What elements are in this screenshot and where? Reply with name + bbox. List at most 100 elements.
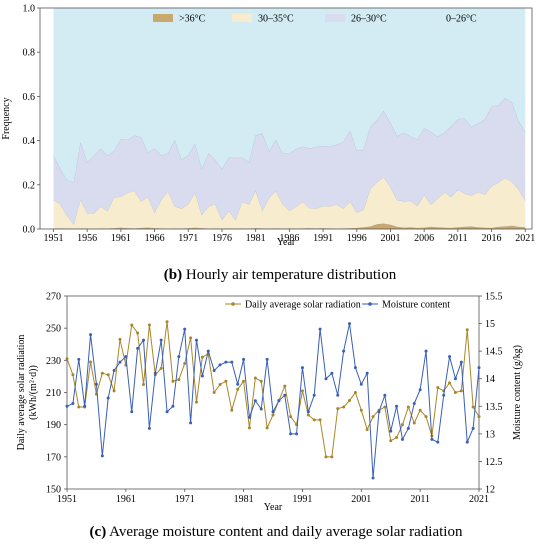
area-series-1 xyxy=(53,177,526,229)
data-point xyxy=(177,378,181,382)
legend-swatch xyxy=(153,14,173,22)
y-tick-label: 14 xyxy=(485,374,495,385)
data-point xyxy=(453,391,457,394)
data-point xyxy=(353,366,357,370)
x-tick-label: 2011 xyxy=(448,233,468,244)
y-tick-label: 270 xyxy=(46,292,61,303)
plot-frame xyxy=(66,295,480,490)
data-point xyxy=(253,399,257,403)
x-tick-label: 1956 xyxy=(77,233,97,244)
data-point xyxy=(300,389,304,393)
data-point xyxy=(147,426,151,430)
data-point xyxy=(436,440,440,444)
y-tick-label: 12 xyxy=(485,485,495,496)
data-point xyxy=(359,382,363,386)
data-point xyxy=(194,338,198,342)
x-tick-label: 1961 xyxy=(116,494,136,505)
x-tick-label: 1991 xyxy=(292,494,312,505)
y-tick-label: 0.6 xyxy=(23,92,36,103)
y-tick-label: 15.5 xyxy=(485,292,503,303)
x-tick-label: 1981 xyxy=(234,494,254,505)
y-tick-label: 0.2 xyxy=(23,180,36,191)
data-point xyxy=(324,455,328,459)
data-point xyxy=(112,368,116,372)
data-point xyxy=(406,426,410,430)
data-point xyxy=(247,415,251,419)
data-point xyxy=(295,432,299,436)
x-tick-label: 1966 xyxy=(145,233,165,244)
data-point xyxy=(212,391,216,394)
x-tick-label: 1951 xyxy=(57,494,77,505)
x-tick-label: 1951 xyxy=(43,233,63,244)
x-tick-label: 1991 xyxy=(313,233,333,244)
data-point xyxy=(200,374,204,378)
data-point xyxy=(136,331,140,335)
data-point xyxy=(348,399,352,403)
legend-item: 0–26°C xyxy=(420,14,477,25)
data-point xyxy=(236,387,240,391)
data-point xyxy=(471,426,475,430)
data-point xyxy=(130,323,134,327)
data-point xyxy=(259,379,263,383)
plot-frame xyxy=(39,7,533,230)
data-point xyxy=(371,476,375,480)
area-series-2 xyxy=(53,98,526,225)
legend-label: Daily average solar radiation xyxy=(245,300,361,311)
data-point xyxy=(383,393,387,397)
data-point xyxy=(71,402,75,406)
data-point xyxy=(159,366,163,370)
data-point xyxy=(459,360,463,364)
data-point xyxy=(271,413,275,417)
caption-c: (c) Average moisture content and daily a… xyxy=(90,524,463,540)
data-point xyxy=(430,437,434,441)
data-point xyxy=(236,382,240,386)
legend-item: Moisture content xyxy=(362,300,450,311)
data-point xyxy=(100,371,104,375)
legend-item: 30–35°C xyxy=(232,14,294,25)
data-point xyxy=(94,382,98,386)
data-point xyxy=(206,349,210,353)
x-tick-label: 1976 xyxy=(212,233,232,244)
data-point xyxy=(118,360,122,364)
data-point xyxy=(265,357,269,361)
data-point xyxy=(71,373,75,377)
x-axis-title: Year xyxy=(277,237,296,248)
data-point xyxy=(436,386,440,390)
data-point xyxy=(189,421,193,425)
data-point xyxy=(400,437,404,441)
data-point xyxy=(153,371,157,375)
x-axis-title: Year xyxy=(264,502,283,513)
x-axis-ticks: 1951 1956 1961 1966 1971 1976 1981 1986 1991 1996… xyxy=(43,229,535,244)
data-point xyxy=(289,415,293,419)
right-y-axis-title: Moisture content (g/kg) xyxy=(512,345,523,440)
legend-swatch xyxy=(420,14,440,22)
data-point xyxy=(159,338,163,342)
y-tick-label: 250 xyxy=(46,324,61,335)
data-point xyxy=(312,393,316,397)
data-point xyxy=(271,410,275,414)
legend-item: >36°C xyxy=(153,14,206,25)
legend-item: 26–30°C xyxy=(325,14,387,25)
data-point xyxy=(89,333,93,337)
data-point xyxy=(77,405,81,409)
data-point xyxy=(65,357,69,361)
stacked-areas xyxy=(53,8,526,230)
x-tick-label: 1971 xyxy=(178,233,198,244)
data-point xyxy=(418,408,422,412)
data-point xyxy=(171,404,175,408)
data-point xyxy=(100,454,104,458)
data-point xyxy=(359,408,363,412)
data-point xyxy=(306,410,310,414)
y-tick-label: 1.0 xyxy=(23,4,36,15)
data-point xyxy=(336,393,340,397)
data-point xyxy=(312,418,316,422)
data-point xyxy=(224,379,228,383)
data-point xyxy=(171,379,175,383)
data-point xyxy=(194,400,198,404)
data-point xyxy=(77,357,81,361)
data-point xyxy=(342,405,346,409)
data-point xyxy=(306,413,310,417)
right-y-axis-ticks: 12 12.5 13 13.5 14 14.5 15 15.5 xyxy=(479,292,503,496)
x-axis-ticks: 1951 1961 1971 1981 1991 2001 2011 2021 xyxy=(57,489,489,505)
data-point xyxy=(259,407,263,411)
